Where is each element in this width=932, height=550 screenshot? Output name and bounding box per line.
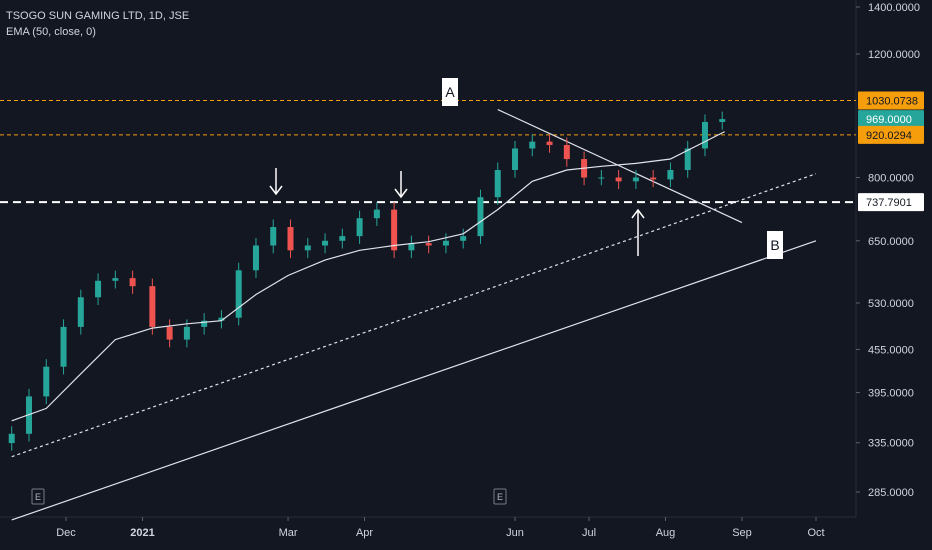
candle-body — [183, 326, 190, 340]
y-tick-label: 650.0000 — [868, 236, 914, 248]
y-tick-label: 530.0000 — [868, 298, 914, 310]
annotation-box — [767, 231, 783, 259]
trendline-a — [497, 108, 743, 224]
candle-body — [494, 169, 501, 198]
x-tick-label: Oct — [807, 527, 824, 539]
x-tick-label: Sep — [732, 527, 752, 539]
x-tick-label: Jun — [506, 527, 524, 539]
candle-body — [408, 243, 415, 251]
x-tick-label: Jul — [582, 527, 596, 539]
candle-body — [719, 119, 726, 122]
candle-body — [8, 433, 15, 444]
y-tick-label: 285.0000 — [868, 487, 914, 499]
candle-body — [442, 240, 449, 246]
y-tick-label: 395.0000 — [868, 388, 914, 400]
event-marker-label: E — [497, 492, 503, 502]
y-tick-label: 455.0000 — [868, 344, 914, 356]
trendline-dashed-parallel — [11, 173, 817, 458]
arrow-up-head — [631, 208, 645, 219]
y-tick-label: 800.0000 — [868, 173, 914, 185]
candle-body — [684, 148, 691, 170]
candle-body — [252, 245, 259, 271]
event-marker-box — [493, 488, 507, 505]
candle-body — [339, 236, 346, 241]
y-tick-label: 1200.0000 — [868, 49, 920, 61]
symbol-title: TSOGO SUN GAMING LTD, 1D, JSE — [6, 10, 190, 22]
candle-body — [425, 243, 432, 246]
candle-body — [391, 209, 398, 251]
candle-body — [166, 326, 173, 340]
annotation-box — [442, 78, 458, 106]
candle-body — [650, 177, 657, 180]
candle-body — [218, 317, 225, 321]
candle-body — [460, 236, 467, 241]
candle-body — [112, 278, 119, 281]
event-marker-label: E — [35, 492, 41, 502]
candle-body — [201, 320, 208, 327]
candle-body — [322, 240, 329, 246]
candle-body — [270, 227, 277, 246]
indicator-label: EMA (50, close, 0) — [6, 26, 96, 38]
x-tick-label: Aug — [656, 527, 676, 539]
price-tag-label: 920.0294 — [866, 130, 912, 142]
candle-body — [701, 121, 708, 149]
candle-body — [149, 286, 156, 327]
candle-body — [95, 280, 102, 298]
price-tag-label: 737.7901 — [866, 197, 912, 209]
candle-body — [373, 209, 380, 219]
candle-body — [598, 177, 605, 179]
candle-body — [304, 245, 311, 251]
price-tag-box — [858, 193, 924, 212]
candle-body — [529, 141, 536, 149]
candle-body — [615, 177, 622, 182]
x-tick-label: Apr — [356, 527, 373, 539]
candle-body — [60, 326, 67, 367]
x-tick-label: 2021 — [130, 527, 154, 539]
candle-body — [235, 270, 242, 318]
price-tag-box — [858, 125, 924, 144]
price-tag-box — [858, 91, 924, 110]
trendline-b — [11, 240, 817, 521]
annotation-label: B — [770, 237, 779, 253]
candle-body — [512, 148, 519, 170]
candle-body — [356, 218, 363, 237]
legend: TSOGO SUN GAMING LTD, 1D, JSE EMA (50, c… — [6, 8, 189, 40]
event-marker-box — [31, 488, 45, 505]
price-tag-label: 1030.0738 — [866, 95, 918, 107]
candle-body — [287, 227, 294, 251]
price-tag-label: 969.0000 — [866, 114, 912, 126]
candle-body — [632, 177, 639, 182]
candle-body — [546, 141, 553, 146]
candle-body — [43, 366, 50, 397]
arrow-down-head — [394, 188, 408, 199]
candle-body — [667, 169, 674, 180]
candle-body — [129, 278, 136, 287]
arrow-down-head — [269, 185, 283, 196]
candle-body — [77, 297, 84, 327]
price-tag-box — [858, 110, 924, 129]
ema-line — [11, 131, 725, 422]
x-tick-label: Dec — [56, 527, 76, 539]
y-tick-label: 335.0000 — [868, 438, 914, 450]
y-tick-label: 1400.0000 — [868, 2, 920, 14]
x-tick-label: Mar — [279, 527, 298, 539]
candle-body — [477, 197, 484, 237]
annotation-label: A — [445, 84, 455, 100]
candle-body — [563, 145, 570, 160]
